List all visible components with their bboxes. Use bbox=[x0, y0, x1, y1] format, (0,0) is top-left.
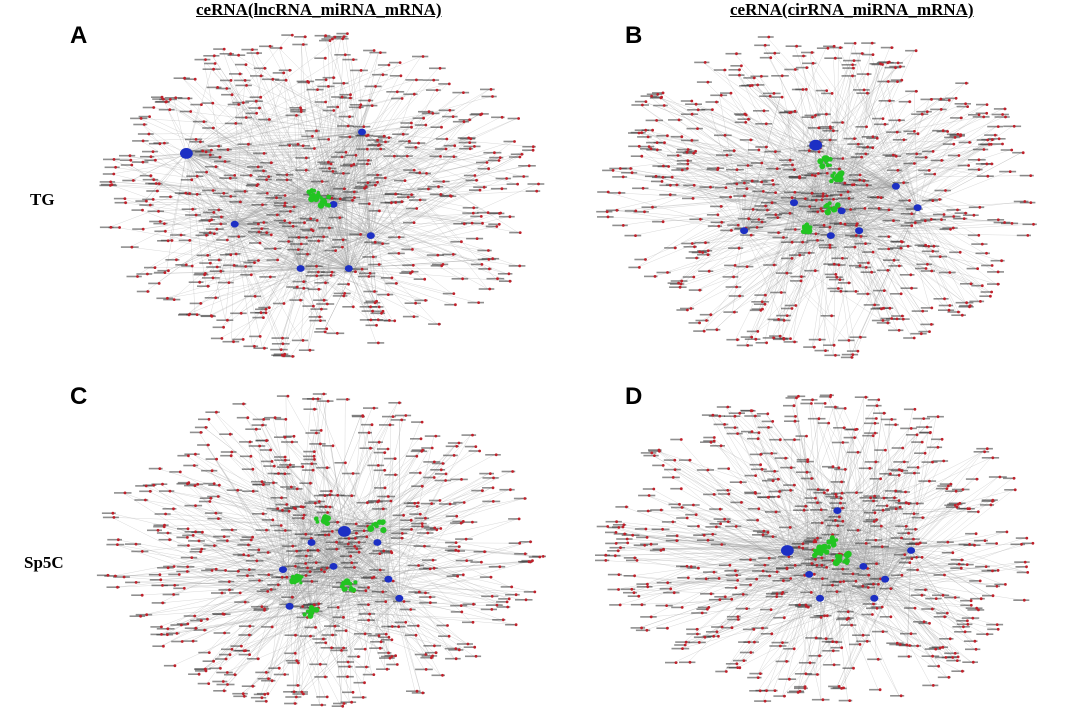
row-label-sp5c: Sp5C bbox=[24, 553, 64, 572]
column-title-circrna: ceRNA(cirRNA_miRNA_mRNA) bbox=[730, 0, 974, 19]
network-panel-a bbox=[99, 32, 545, 358]
panel-letter-b: B bbox=[625, 22, 643, 49]
network-nodes bbox=[605, 35, 1035, 359]
column-title-lncrna: ceRNA(lncRNA_miRNA_mRNA) bbox=[196, 0, 442, 19]
network-nodes bbox=[109, 32, 540, 358]
network-node-labels bbox=[596, 36, 1037, 359]
network-panel-b bbox=[596, 35, 1037, 359]
panel-letter-d: D bbox=[625, 383, 643, 410]
network-edges bbox=[605, 36, 1032, 358]
row-label-tg: TG bbox=[30, 190, 55, 209]
network-panel-c bbox=[96, 392, 546, 708]
network-edges bbox=[105, 393, 542, 707]
network-node-labels bbox=[595, 394, 1033, 702]
network-nodes bbox=[604, 393, 1035, 703]
panel-letter-a: A bbox=[70, 22, 88, 49]
network-nodes bbox=[106, 392, 545, 708]
panel-letter-c: C bbox=[70, 383, 88, 410]
network-edges bbox=[108, 33, 537, 357]
network-panel-d bbox=[595, 393, 1035, 703]
